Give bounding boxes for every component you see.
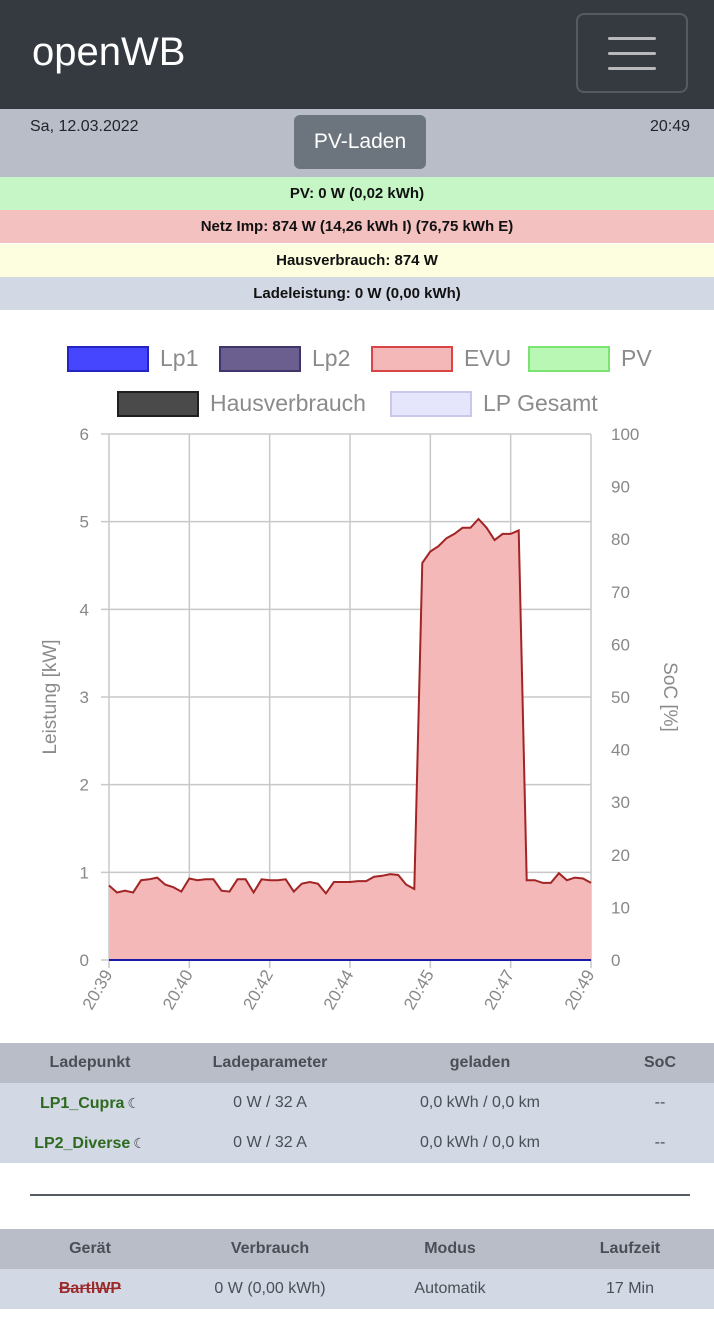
y2-tick-label: 30 (611, 793, 630, 812)
x-tick-label: 20:39 (79, 967, 117, 1013)
table-header-cell: SoC (644, 1054, 676, 1071)
table-header-row: Gerät Verbrauch Modus Laufzeit (0, 1229, 714, 1269)
lp-name-cell[interactable]: LP1_Cupra ☾ (0, 1083, 180, 1123)
y2-tick-label: 100 (611, 425, 639, 444)
chart-legend: Lp1 Lp2 EVU PV (0, 343, 714, 387)
moon-icon: ☾ (127, 1095, 141, 1111)
y2-tick-label: 0 (611, 951, 620, 970)
legend-label: Hausverbrauch (210, 390, 366, 416)
lp-name-cell[interactable]: LP2_Diverse ☾ (0, 1123, 180, 1163)
lp-charged-cell: 0,0 kWh / 0,0 km (419, 1134, 541, 1151)
legend-swatch (117, 391, 199, 417)
status-bar: Sa, 12.03.2022 PV-Laden 20:49 (0, 109, 714, 177)
navbar: openWB (0, 0, 714, 109)
lp-params-cell: 0 W / 32 A (233, 1094, 307, 1111)
legend-label: PV (621, 345, 652, 371)
lp-name[interactable]: LP2_Diverse (34, 1135, 131, 1152)
menu-toggle-button[interactable] (576, 13, 688, 93)
hamburger-icon (608, 37, 656, 40)
y2-tick-label: 70 (611, 583, 630, 602)
legend-label: EVU (464, 345, 512, 371)
x-tick-label: 20:45 (400, 967, 438, 1013)
y2-tick-label: 90 (611, 478, 630, 497)
device-usage-cell: 0 W (0,00 kWh) (214, 1280, 326, 1297)
y2-tick-label: 60 (611, 635, 630, 654)
device-mode-cell: Automatik (414, 1280, 486, 1297)
y-axis-label: Leistung [kW] (40, 639, 61, 754)
y2-axis-label: SoC [%] (659, 662, 680, 732)
y2-tick-label: 20 (611, 846, 630, 865)
legend-swatch (219, 346, 301, 372)
table-header-row: Ladepunkt Ladeparameter geladen SoC (0, 1043, 714, 1083)
date-label: Sa, 12.03.2022 (30, 118, 139, 135)
hamburger-icon (608, 52, 656, 55)
lp-charged-cell: 0,0 kWh / 0,0 km (419, 1094, 541, 1111)
legend-label: Lp1 (160, 345, 199, 371)
device-name[interactable]: BartlWP (58, 1280, 122, 1297)
lp-soc-cell: -- (654, 1134, 666, 1151)
legend-swatch (67, 346, 149, 372)
table-row[interactable]: LP1_Cupra ☾ 0 W / 32 A 0,0 kWh / 0,0 km -… (0, 1083, 714, 1123)
lp-soc-cell: -- (654, 1094, 666, 1111)
y-tick-label: 2 (80, 776, 89, 795)
y-tick-label: 0 (80, 951, 89, 970)
y2-tick-label: 50 (611, 688, 630, 707)
table-header-cell: Verbrauch (230, 1240, 310, 1257)
legend-swatch (390, 391, 472, 417)
hamburger-icon (608, 67, 656, 70)
legend-label: LP Gesamt (483, 390, 598, 416)
table-header-cell: Laufzeit (599, 1240, 661, 1257)
table-header-cell: Ladepunkt (49, 1054, 131, 1071)
x-tick-label: 20:44 (320, 967, 358, 1013)
charge-mode-button[interactable]: PV-Laden (294, 115, 426, 169)
device-runtime-cell: 17 Min (605, 1280, 655, 1297)
x-tick-label: 20:47 (480, 967, 518, 1013)
table-row[interactable]: LP2_Diverse ☾ 0 W / 32 A 0,0 kWh / 0,0 km… (0, 1123, 714, 1163)
table-header-cell: geladen (449, 1054, 511, 1071)
table-header-cell: Modus (424, 1240, 476, 1257)
table-row[interactable]: BartlWP 0 W (0,00 kWh) Automatik 17 Min (0, 1269, 714, 1309)
charge-info-row: Ladeleistung: 0 W (0,00 kWh) (0, 277, 714, 310)
legend-swatch (528, 346, 610, 372)
legend-swatch (371, 346, 453, 372)
y-tick-label: 1 (80, 863, 89, 882)
x-tick-label: 20:49 (561, 967, 599, 1013)
x-tick-label: 20:40 (159, 967, 197, 1013)
y-tick-label: 3 (80, 688, 89, 707)
chart-legend-row2: Hausverbrauch LP Gesamt (0, 388, 714, 432)
y2-tick-label: 10 (611, 898, 630, 917)
series-evu-line (108, 517, 592, 896)
device-name-cell[interactable]: BartlWP (0, 1269, 180, 1309)
table-header-cell: Gerät (69, 1240, 111, 1257)
lp-params-cell: 0 W / 32 A (233, 1134, 307, 1151)
moon-icon: ☾ (133, 1135, 146, 1151)
y-tick-label: 4 (80, 600, 89, 619)
grid-info-row: Netz Imp: 874 W (14,26 kWh I) (76,75 kWh… (0, 210, 714, 243)
x-tick-label: 20:42 (239, 967, 277, 1013)
y2-tick-label: 40 (611, 741, 630, 760)
pv-info-row: PV: 0 W (0,02 kWh) (0, 177, 714, 210)
y2-tick-label: 80 (611, 530, 630, 549)
lp-name[interactable]: LP1_Cupra (39, 1095, 125, 1112)
y-tick-label: 5 (80, 513, 89, 532)
house-info-row: Hausverbrauch: 874 W (0, 244, 714, 277)
divider (30, 1194, 690, 1196)
series-evu-area (109, 519, 591, 960)
y-tick-label: 6 (80, 425, 89, 444)
table-header-cell: Ladeparameter (212, 1054, 328, 1071)
app-title[interactable]: openWB (32, 30, 186, 74)
time-label: 20:49 (649, 118, 690, 135)
legend-label: Lp2 (312, 345, 351, 371)
